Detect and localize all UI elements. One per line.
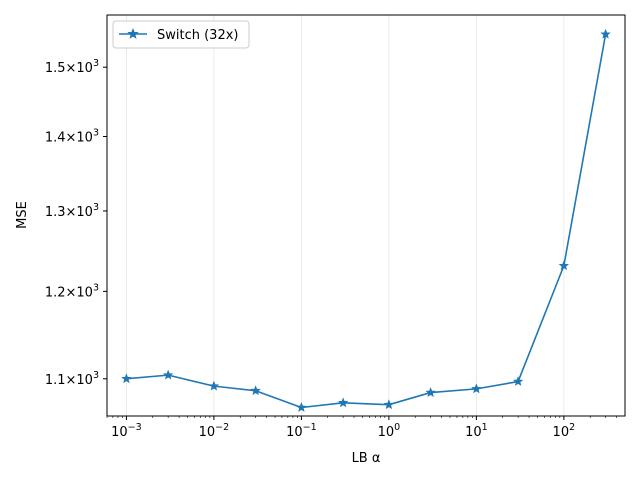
y-tick-exponent: 3 — [93, 370, 99, 381]
y-axis-title: MSE — [15, 201, 30, 229]
y-tick-times: × — [66, 285, 77, 300]
x-tick-exponent: 2 — [569, 422, 575, 433]
y-tick-base: 10 — [76, 373, 93, 388]
x-tick-label: 101 — [465, 422, 488, 440]
y-tick-times: × — [66, 205, 77, 220]
data-point — [337, 397, 349, 408]
y-tick-mantissa: 1.2 — [45, 285, 66, 300]
x-tick-base: 10 — [553, 425, 570, 440]
y-tick-exponent: 3 — [93, 202, 99, 213]
x-tick-exponent: −3 — [128, 422, 142, 433]
y-tick-label: 1.3×103 — [45, 202, 99, 220]
x-axis-title: LB α — [352, 451, 381, 466]
data-point — [600, 28, 611, 39]
y-tick-exponent: 3 — [93, 282, 99, 293]
legend-box — [112, 20, 250, 49]
series-line — [126, 34, 607, 409]
y-tick-exponent: 3 — [93, 128, 99, 139]
data-point — [383, 399, 395, 410]
data-point — [163, 369, 174, 380]
x-axis: 10−3 10−2 10−1 100 101 102 — [111, 416, 575, 440]
x-tick-exponent: −1 — [303, 422, 317, 433]
legend-marker — [127, 28, 139, 39]
x-tick-label: 10−2 — [199, 422, 230, 440]
y-tick-mantissa: 1.4 — [45, 131, 66, 146]
y-tick-label: 1.5×103 — [45, 58, 99, 76]
y-tick-times: × — [66, 373, 77, 388]
y-tick-label: 1.1×103 — [45, 370, 99, 388]
data-point — [558, 260, 569, 271]
x-tick-label: 100 — [378, 422, 401, 440]
data-point — [121, 373, 132, 384]
x-tick-label: 102 — [553, 422, 576, 440]
grid-layer — [126, 15, 565, 416]
data-point — [425, 387, 436, 397]
data-point — [250, 385, 261, 396]
plot-frame — [106, 14, 626, 417]
series-layer — [121, 28, 611, 412]
y-tick-label: 1.4×103 — [45, 128, 99, 146]
y-tick-exponent: 3 — [93, 58, 99, 69]
y-tick-mantissa: 1.5 — [45, 61, 66, 76]
data-point — [208, 380, 220, 391]
y-tick-times: × — [66, 61, 77, 76]
y-tick-base: 10 — [76, 131, 93, 146]
x-tick-label: 10−1 — [286, 422, 317, 440]
y-tick-base: 10 — [76, 205, 93, 220]
x-tick-exponent: 0 — [394, 422, 400, 433]
legend: Switch (32x) — [112, 20, 250, 49]
y-tick-label: 1.2×103 — [45, 282, 99, 300]
y-tick-mantissa: 1.3 — [45, 205, 66, 220]
y-tick-base: 10 — [76, 61, 93, 76]
data-point — [296, 402, 307, 412]
x-tick-base: 10 — [111, 425, 128, 440]
data-point — [471, 383, 482, 394]
y-tick-times: × — [66, 131, 77, 146]
y-tick-mantissa: 1.1 — [45, 373, 66, 388]
x-tick-label: 10−3 — [111, 422, 142, 440]
x-tick-base: 10 — [286, 425, 303, 440]
legend-label: Switch (32x) — [157, 28, 239, 43]
x-tick-base: 10 — [199, 425, 216, 440]
x-tick-base: 10 — [465, 425, 482, 440]
data-point — [512, 376, 524, 386]
x-tick-exponent: −2 — [215, 422, 229, 433]
x-tick-base: 10 — [378, 425, 395, 440]
x-tick-exponent: 1 — [482, 422, 488, 433]
y-tick-base: 10 — [76, 285, 93, 300]
